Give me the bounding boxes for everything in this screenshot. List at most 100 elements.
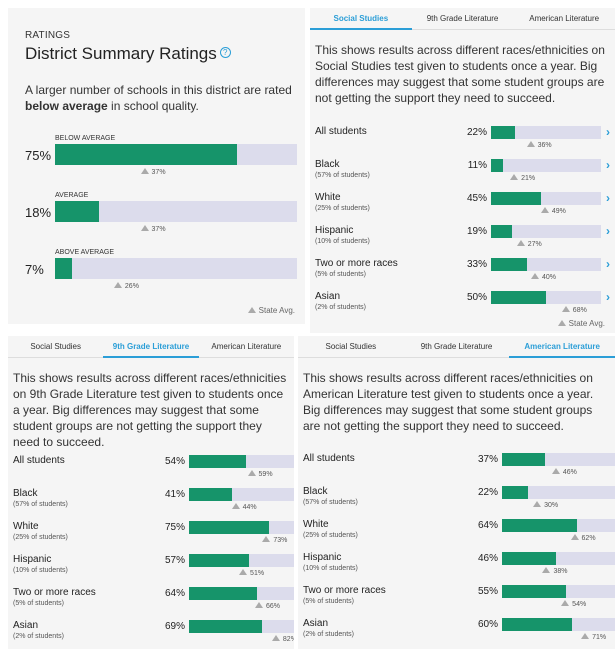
state-avg-marker: 37% — [140, 225, 166, 233]
state-avg-value: 62% — [581, 535, 596, 542]
state-avg-marker: 82% — [271, 635, 294, 643]
group-row: All students 54% 59% — [13, 455, 294, 487]
district-summary-ratings-panel: RATINGS District Summary Ratings? A larg… — [8, 8, 305, 324]
chevron-right-icon[interactable]: › — [606, 125, 610, 139]
tab-american-literature[interactable]: American Literature — [513, 8, 615, 30]
group-percent: 46% — [477, 553, 498, 564]
ratings-title: District Summary Ratings — [25, 44, 217, 63]
group-label: All students — [13, 455, 65, 466]
group-row[interactable]: Black (57% of students) 11% 21% › — [315, 158, 615, 191]
state-avg-value: 38% — [553, 568, 568, 575]
tab-social-studies[interactable]: Social Studies — [310, 8, 412, 30]
group-bar-fill — [189, 587, 257, 600]
state-avg-value: 44% — [242, 504, 257, 511]
state-avg-value: 59% — [258, 471, 273, 478]
group-share: (57% of students) — [13, 501, 68, 508]
group-share: (25% of students) — [303, 532, 358, 539]
chevron-right-icon[interactable]: › — [606, 290, 610, 304]
ratings-description: A larger number of schools in this distr… — [25, 82, 295, 114]
state-avg-value: 37% — [151, 169, 166, 176]
group-percent: 33% — [466, 259, 487, 270]
group-label: Asian — [13, 620, 39, 631]
state-avg-marker: 62% — [570, 534, 596, 542]
state-avg-value: 49% — [551, 208, 566, 215]
triangle-icon — [557, 320, 566, 326]
subject-tabs: Social Studies 9th Grade Literature Americ… — [310, 8, 615, 30]
group-bar-fill — [502, 453, 546, 466]
group-percent: 50% — [466, 292, 487, 303]
group-percent: 60% — [477, 619, 498, 630]
state-avg-marker: 71% — [581, 633, 606, 641]
state-avg-legend: State Avg. — [557, 319, 605, 328]
group-bar-track — [491, 291, 601, 304]
state-avg-value: 27% — [527, 241, 542, 248]
rating-category: ABOVE AVERAGE — [55, 249, 115, 256]
triangle-icon — [231, 503, 240, 509]
tab-9th-grade-literature[interactable]: 9th Grade Literature — [403, 336, 510, 358]
group-label: Asian — [315, 291, 341, 302]
group-label: Two or more races — [13, 587, 96, 598]
group-bar-track — [502, 453, 615, 466]
group-bar-track — [491, 192, 601, 205]
group-row: All students 37% 46% — [303, 453, 615, 485]
tab-social-studies[interactable]: Social Studies — [298, 336, 404, 358]
group-share: (2% of students) — [13, 633, 64, 640]
triangle-icon — [254, 602, 263, 608]
group-share: (57% of students) — [303, 499, 358, 506]
group-bar-track — [502, 618, 615, 631]
group-row: White (25% of students) 75% 73% — [13, 521, 294, 553]
group-bar-fill — [189, 455, 247, 468]
rating-bar-track — [55, 144, 297, 165]
triangle-icon — [542, 567, 551, 573]
state-avg-marker: 40% — [531, 273, 556, 281]
help-icon[interactable]: ? — [219, 47, 231, 58]
subject-description: This shows results across different race… — [303, 371, 594, 433]
group-label: Two or more races — [315, 258, 398, 269]
group-row: White (25% of students) 64% 62% — [303, 519, 615, 551]
group-percent: 64% — [477, 520, 498, 531]
rating-row: BELOW AVERAGE 75% 37% — [25, 135, 300, 195]
chevron-right-icon[interactable]: › — [606, 191, 610, 205]
tab-9th-grade-literature[interactable]: 9th Grade Literature — [411, 8, 514, 30]
triangle-icon — [510, 174, 519, 180]
subject-tabs: Social Studies 9th Grade Literature Americ… — [8, 336, 294, 358]
group-bar-track — [189, 521, 294, 534]
rating-bar-fill — [55, 144, 237, 165]
chevron-right-icon[interactable]: › — [606, 158, 610, 172]
state-avg-marker: 21% — [510, 174, 535, 182]
group-row: Black (57% of students) 22% 30% — [303, 486, 615, 518]
group-label: Black — [303, 486, 328, 497]
tab-9th-grade-literature[interactable]: 9th Grade Literature — [103, 336, 199, 358]
tab-american-literature[interactable]: American Literature — [509, 336, 615, 358]
group-row: Asian (2% of students) 60% 71% — [303, 618, 615, 649]
triangle-icon — [526, 141, 535, 147]
group-share: (5% of students) — [13, 600, 64, 607]
group-row[interactable]: Asian (2% of students) 50% 68% › — [315, 290, 615, 323]
group-bar-track — [189, 554, 294, 567]
chevron-right-icon[interactable]: › — [606, 224, 610, 238]
group-bar-track — [189, 620, 294, 633]
group-bar-track — [502, 552, 615, 565]
group-row[interactable]: White (25% of students) 45% 49% › — [315, 191, 615, 224]
group-row[interactable]: Hispanic (10% of students) 19% 27% › — [315, 224, 615, 257]
group-share: (25% of students) — [315, 205, 370, 212]
tab-social-studies[interactable]: Social Studies — [8, 336, 104, 358]
state-avg-value: 66% — [265, 603, 280, 610]
group-bar-track — [491, 159, 601, 172]
group-bar-fill — [491, 258, 528, 271]
group-share: (2% of students) — [315, 304, 366, 311]
group-label: White — [13, 521, 39, 532]
triangle-icon — [551, 468, 560, 474]
tab-american-literature[interactable]: American Literature — [198, 336, 294, 358]
state-avg-marker: 59% — [247, 470, 273, 478]
triangle-icon — [113, 282, 122, 288]
group-row: Hispanic (10% of students) 57% 51% — [13, 554, 294, 586]
group-row[interactable]: Two or more races (5% of students) 33% 40% › — [315, 257, 615, 290]
group-label: Two or more races — [303, 585, 386, 596]
group-bar-fill — [502, 552, 556, 565]
state-avg-marker: 30% — [533, 501, 558, 509]
chevron-right-icon[interactable]: › — [606, 257, 610, 271]
group-row[interactable]: All students 22% 36% › — [315, 125, 615, 158]
group-bar-fill — [502, 618, 573, 631]
state-avg-marker: 37% — [140, 168, 166, 176]
